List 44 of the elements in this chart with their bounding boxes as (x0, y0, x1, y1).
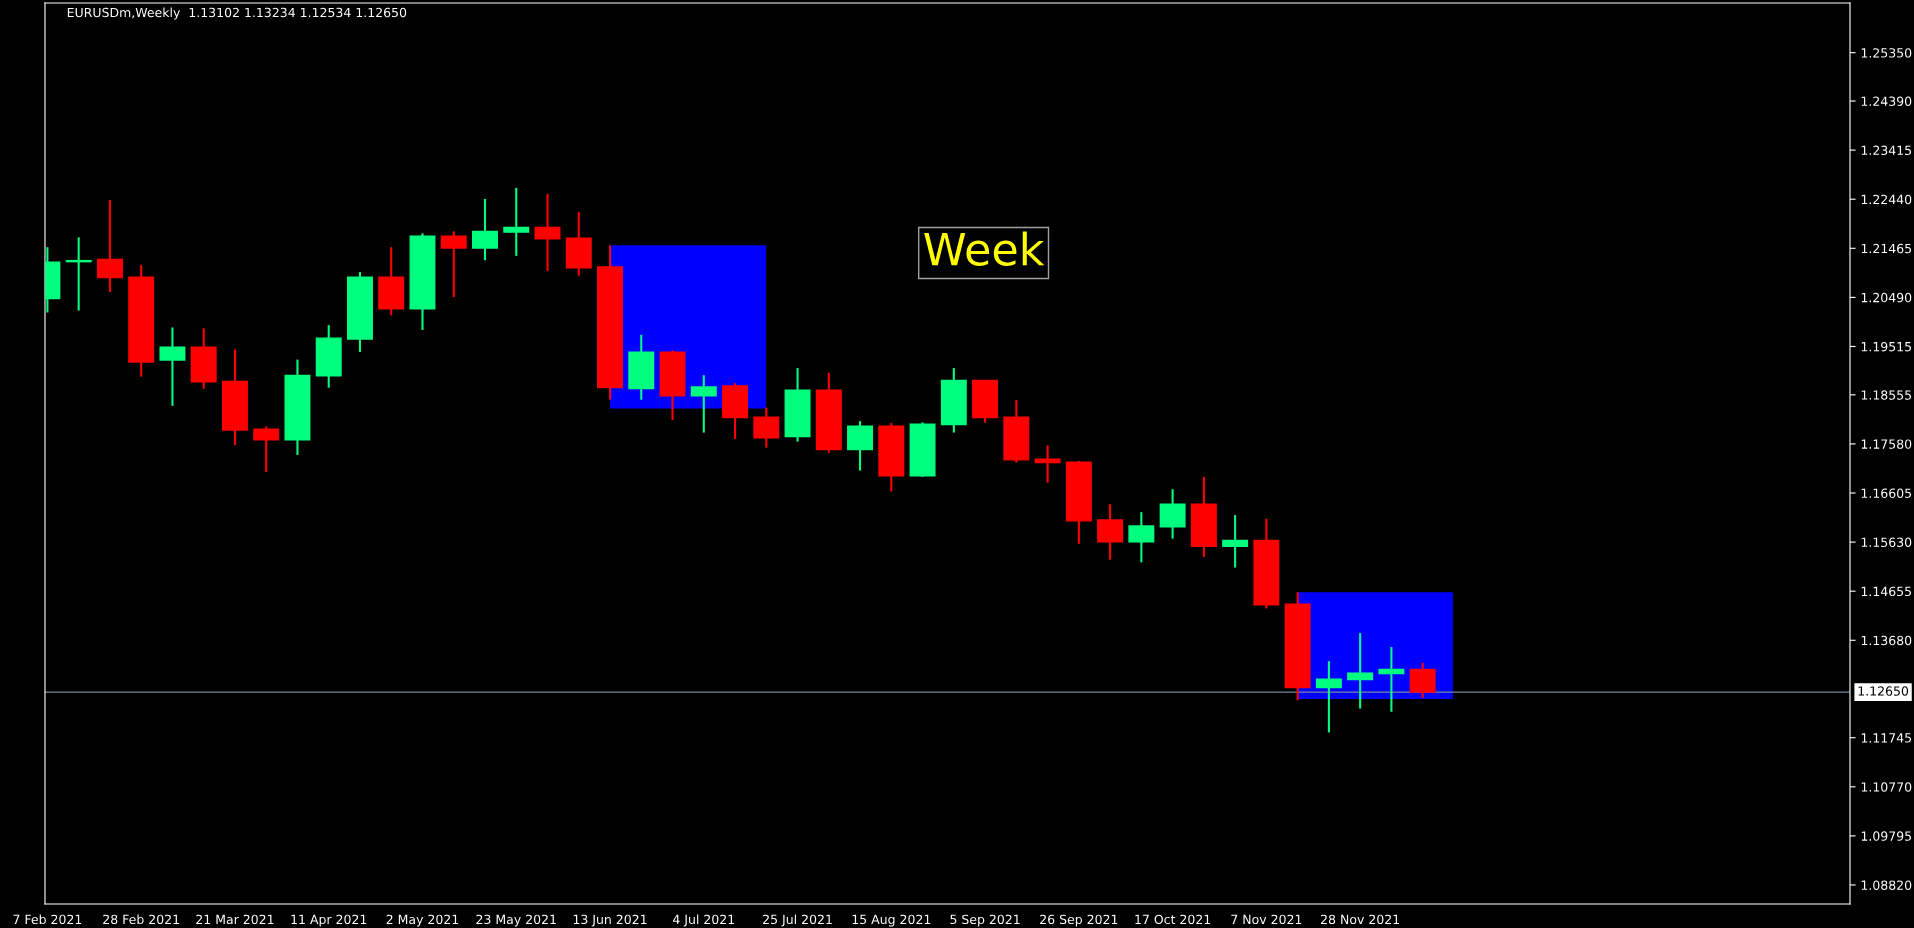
x-tick-label: 23 May 2021 (476, 914, 556, 927)
candlestick (1315, 660, 1342, 734)
x-tick-label: 4 Jul 2021 (673, 914, 735, 927)
y-tick-label: 1.16605 (1861, 488, 1912, 498)
x-tick-label: 17 Oct 2021 (1135, 914, 1211, 925)
candlestick (1034, 444, 1061, 484)
chart-title: EURUSDm,Weekly 1.13102 1.13234 1.12534 1.12650 (67, 7, 407, 20)
y-tick-label: 1.09795 (1861, 831, 1912, 841)
x-tick-label: 15 Aug 2021 (852, 914, 931, 927)
x-tick-label: 28 Feb 2021 (103, 914, 179, 925)
x-tick-label: 11 Apr 2021 (291, 914, 367, 927)
y-tick-label: 1.21465 (1861, 243, 1912, 254)
candlestick (440, 230, 467, 299)
x-tick-label: 7 Feb 2021 (13, 914, 82, 925)
ref-line-label: 1.12650 (1858, 686, 1909, 696)
y-tick-label: 1.22440 (1861, 194, 1912, 205)
candlestick (1222, 514, 1249, 569)
y-tick-label: 1.10770 (1861, 782, 1912, 792)
y-tick-label: 1.18555 (1861, 390, 1912, 400)
y-tick-label: 1.15630 (1861, 537, 1912, 548)
candlestick (503, 186, 530, 257)
y-tick-label: 1.20490 (1861, 292, 1912, 303)
candlestick (1347, 632, 1374, 710)
y-tick-label: 1.25350 (1861, 48, 1912, 58)
y-tick-label: 1.24390 (1861, 96, 1912, 106)
x-tick-label: 7 Nov 2021 (1231, 914, 1302, 925)
x-tick-label: 28 Nov 2021 (1321, 914, 1400, 925)
x-tick-label: 5 Sep 2021 (950, 914, 1020, 927)
x-tick-label: 21 Mar 2021 (196, 914, 274, 925)
y-tick-label: 1.08820 (1861, 880, 1912, 890)
candlestick (534, 192, 561, 272)
x-tick-label: 25 Jul 2021 (763, 914, 832, 927)
y-tick-label: 1.23415 (1861, 145, 1912, 156)
y-tick-label: 1.19515 (1861, 341, 1912, 352)
x-tick-label: 13 Jun 2021 (573, 914, 647, 927)
y-tick-label: 1.13680 (1861, 635, 1912, 646)
x-tick-label: 2 May 2021 (386, 914, 459, 927)
y-tick-label: 1.11745 (1861, 733, 1912, 743)
x-tick-label: 26 Sep 2021 (1040, 914, 1118, 927)
candlestick (690, 374, 717, 434)
y-tick-label: 1.17580 (1861, 439, 1912, 449)
y-tick-label: 1.14655 (1861, 586, 1912, 597)
candlestick (1378, 645, 1405, 713)
annotation: Week (924, 231, 1045, 266)
